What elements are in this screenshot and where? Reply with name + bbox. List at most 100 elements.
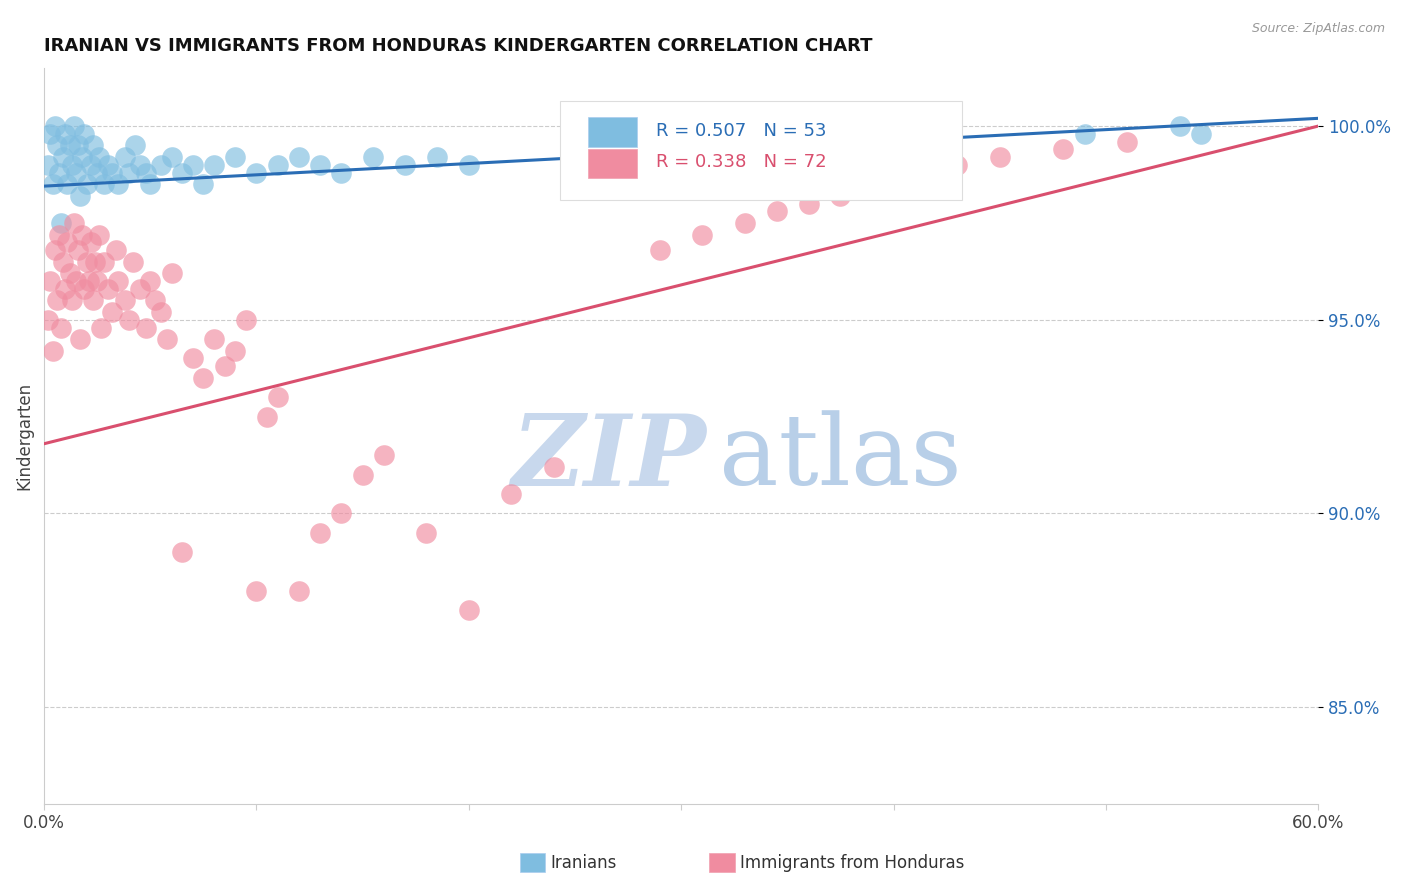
Point xyxy=(193,371,215,385)
Point xyxy=(48,165,70,179)
Point xyxy=(82,293,104,308)
Text: R = 0.338   N = 72: R = 0.338 N = 72 xyxy=(655,153,827,171)
Point xyxy=(172,165,194,179)
Point xyxy=(41,177,63,191)
Point xyxy=(80,235,103,250)
Point xyxy=(118,165,141,179)
Point xyxy=(352,467,374,482)
Point xyxy=(44,119,66,133)
Point xyxy=(149,305,172,319)
Point xyxy=(457,158,479,172)
Point xyxy=(288,583,311,598)
Point xyxy=(181,351,204,366)
Point xyxy=(214,359,236,374)
Point xyxy=(63,216,86,230)
Point xyxy=(193,177,215,191)
Point xyxy=(267,158,290,172)
Point xyxy=(97,282,120,296)
Point xyxy=(160,150,183,164)
Point xyxy=(202,158,225,172)
Point xyxy=(288,150,311,164)
Point xyxy=(143,293,166,308)
FancyBboxPatch shape xyxy=(560,101,962,201)
FancyBboxPatch shape xyxy=(588,149,637,178)
Point xyxy=(56,235,79,250)
Point xyxy=(39,274,62,288)
Point xyxy=(60,158,83,172)
Point xyxy=(48,227,70,242)
Point xyxy=(58,266,80,280)
Text: ZIP: ZIP xyxy=(512,409,707,507)
Text: R = 0.507   N = 53: R = 0.507 N = 53 xyxy=(655,121,827,139)
Point xyxy=(89,150,111,164)
Point xyxy=(501,487,523,501)
Point xyxy=(82,138,104,153)
Point xyxy=(73,127,96,141)
Point xyxy=(415,525,437,540)
Point xyxy=(988,150,1011,164)
Point xyxy=(128,282,150,296)
Point xyxy=(135,165,157,179)
Point xyxy=(309,525,332,540)
Point xyxy=(830,189,852,203)
Point xyxy=(156,332,179,346)
Point xyxy=(86,274,108,288)
Point xyxy=(107,274,129,288)
Text: IRANIAN VS IMMIGRANTS FROM HONDURAS KINDERGARTEN CORRELATION CHART: IRANIAN VS IMMIGRANTS FROM HONDURAS KIND… xyxy=(44,37,873,55)
Point xyxy=(564,150,586,164)
Point xyxy=(734,216,756,230)
Point xyxy=(692,227,714,242)
Point xyxy=(122,254,145,268)
Point xyxy=(77,274,100,288)
Point xyxy=(135,320,157,334)
Point xyxy=(76,254,98,268)
Point xyxy=(543,460,565,475)
Point xyxy=(946,158,969,172)
Point xyxy=(67,243,90,257)
Point xyxy=(97,158,120,172)
Point xyxy=(114,150,136,164)
Point xyxy=(72,227,94,242)
Point xyxy=(84,254,107,268)
Point xyxy=(93,177,115,191)
Point xyxy=(90,320,112,334)
Point xyxy=(124,138,146,153)
Point xyxy=(457,603,479,617)
Point xyxy=(361,150,384,164)
Point xyxy=(256,409,278,424)
Point xyxy=(860,181,883,195)
Text: Iranians: Iranians xyxy=(550,854,617,871)
Point xyxy=(89,227,111,242)
Point xyxy=(93,254,115,268)
Point xyxy=(1116,135,1139,149)
Point xyxy=(69,189,91,203)
Point xyxy=(1191,127,1213,141)
Point xyxy=(86,165,108,179)
Point xyxy=(394,158,416,172)
Point xyxy=(39,127,62,141)
Point xyxy=(648,243,671,257)
FancyBboxPatch shape xyxy=(588,117,637,146)
Point xyxy=(37,158,59,172)
Point xyxy=(73,282,96,296)
Point xyxy=(160,266,183,280)
Point xyxy=(235,312,257,326)
Text: Immigrants from Honduras: Immigrants from Honduras xyxy=(740,854,965,871)
Point xyxy=(80,158,103,172)
Point xyxy=(330,165,353,179)
Point xyxy=(904,165,927,179)
Point xyxy=(181,158,204,172)
Point xyxy=(118,312,141,326)
Point xyxy=(245,165,267,179)
Point xyxy=(65,165,87,179)
Point xyxy=(58,138,80,153)
Point xyxy=(52,254,75,268)
Point xyxy=(53,282,76,296)
Point xyxy=(267,390,290,404)
Point xyxy=(114,293,136,308)
Point xyxy=(224,343,246,358)
Point xyxy=(107,177,129,191)
Point xyxy=(1052,142,1074,156)
Point xyxy=(45,293,67,308)
Y-axis label: Kindergarten: Kindergarten xyxy=(15,382,32,490)
